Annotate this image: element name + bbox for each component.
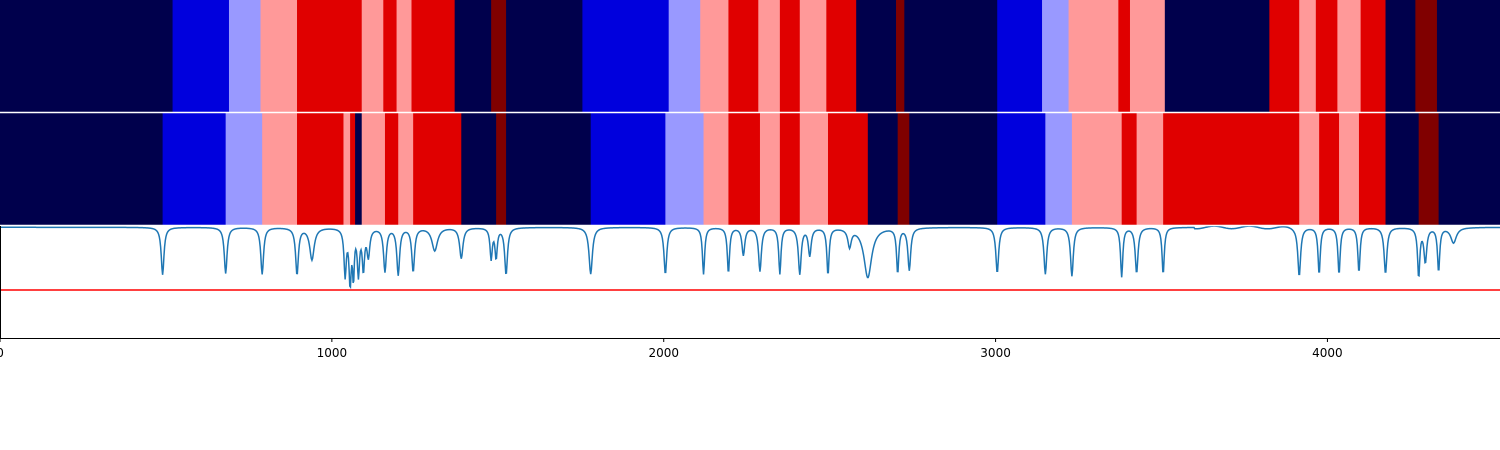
heatmap-1-segment-27 <box>1129 0 1166 112</box>
heatmap-2-segment-17 <box>703 113 729 225</box>
heatmap-1-segment-25 <box>1068 0 1119 112</box>
heatmap-1-segment-2 <box>228 0 261 112</box>
heatmap-2-segment-26 <box>997 113 1046 225</box>
heatmap-1-segment-4 <box>297 0 363 112</box>
heatmap-1-segment-10 <box>491 0 507 112</box>
heatmap-1-segment-36 <box>1436 0 1500 112</box>
state-heatmap-middle <box>0 113 1500 225</box>
heatmap-1-segment-26 <box>1118 0 1131 112</box>
heatmap-2-segment-21 <box>799 113 829 225</box>
heatmap-1-segment-28 <box>1164 0 1270 112</box>
heatmap-1-segment-8 <box>411 0 456 112</box>
heatmap-2-segment-5 <box>343 113 351 225</box>
heatmap-2-segment-14 <box>506 113 592 225</box>
heatmap-1-segment-6 <box>383 0 397 112</box>
heatmap-1-segment-11 <box>506 0 583 112</box>
heatmap-2-segment-15 <box>590 113 666 225</box>
heatmap-2-segment-16 <box>665 113 704 225</box>
heatmap-1-segment-16 <box>758 0 781 112</box>
heatmap-2-segment-24 <box>897 113 910 225</box>
heatmap-1-segment-20 <box>856 0 897 112</box>
heatmap-1-segment-7 <box>396 0 412 112</box>
heatmap-1-segment-13 <box>668 0 701 112</box>
heatmap-2-segment-22 <box>827 113 869 225</box>
line-plot-area <box>0 226 1500 338</box>
heatmap-2-segment-4 <box>297 113 344 225</box>
heatmap-2-segment-1 <box>162 113 227 225</box>
heatmap-1-segment-1 <box>172 0 230 112</box>
heatmap-2-segment-13 <box>496 113 507 225</box>
heatmap-2-segment-0 <box>0 113 164 225</box>
heatmap-2-segment-33 <box>1319 113 1340 225</box>
heatmap-2-segment-2 <box>225 113 263 225</box>
heatmap-1-segment-3 <box>260 0 298 112</box>
heatmap-2-segment-8 <box>361 113 386 225</box>
x-tick-label-0: 0 <box>0 346 4 360</box>
heatmap-2-segment-30 <box>1136 113 1164 225</box>
heatmap-1-segment-5 <box>361 0 384 112</box>
heatmap-2-segment-3 <box>262 113 298 225</box>
x-tick-label-2000: 2000 <box>648 346 679 360</box>
heatmap-2-segment-10 <box>398 113 414 225</box>
heatmap-1-segment-35 <box>1415 0 1438 112</box>
heatmap-2-segment-38 <box>1438 113 1500 225</box>
x-tick-label-3000: 3000 <box>980 346 1011 360</box>
heatmap-2-segment-27 <box>1045 113 1073 225</box>
heatmap-2-segment-18 <box>728 113 761 225</box>
heatmap-1-segment-29 <box>1269 0 1300 112</box>
heatmap-2-segment-23 <box>867 113 899 225</box>
heatmap-2-segment-7 <box>355 113 363 225</box>
heatmap-2-segment-35 <box>1358 113 1386 225</box>
heatmap-2-segment-9 <box>384 113 399 225</box>
heatmap-1-segment-14 <box>700 0 729 112</box>
heatmap-2-segment-11 <box>413 113 462 225</box>
heatmap-1-segment-12 <box>582 0 670 112</box>
x-tick-label-4000: 4000 <box>1312 346 1343 360</box>
heatmap-2-segment-12 <box>461 113 497 225</box>
heatmap-1-segment-21 <box>896 0 905 112</box>
heatmap-1-segment-19 <box>826 0 857 112</box>
heatmap-1-segment-23 <box>997 0 1043 112</box>
heatmap-2-segment-6 <box>350 113 356 225</box>
heatmap-1-segment-24 <box>1042 0 1069 112</box>
heatmap-1-segment-33 <box>1360 0 1386 112</box>
heatmap-1-segment-30 <box>1299 0 1317 112</box>
x-tick-label-1000: 1000 <box>317 346 348 360</box>
heatmap-1-segment-15 <box>728 0 759 112</box>
x-axis-ticks: 0 1000 2000 3000 4000 <box>0 338 1343 360</box>
heatmap-1-segment-17 <box>779 0 801 112</box>
heatmap-1-segment-18 <box>799 0 827 112</box>
heatmap-2-segment-37 <box>1418 113 1439 225</box>
heatmap-2-segment-20 <box>779 113 801 225</box>
heatmap-2-segment-28 <box>1071 113 1123 225</box>
heatmap-1-segment-0 <box>0 0 173 112</box>
heatmap-1-segment-9 <box>454 0 492 112</box>
heatmap-2-segment-32 <box>1299 113 1320 225</box>
heatmap-1-segment-31 <box>1315 0 1338 112</box>
heatmap-1-segment-22 <box>904 0 998 112</box>
heatmap-2-segment-19 <box>759 113 781 225</box>
heatmap-1-segment-34 <box>1385 0 1416 112</box>
state-heatmap-top <box>0 0 1500 112</box>
heatmap-1-segment-32 <box>1337 0 1362 112</box>
heatmap-2-segment-25 <box>909 113 998 225</box>
heatmap-2-segment-31 <box>1163 113 1300 225</box>
heatmap-2-segment-34 <box>1339 113 1360 225</box>
heatmap-2-segment-36 <box>1385 113 1420 225</box>
heatmap-2-segment-29 <box>1121 113 1138 225</box>
